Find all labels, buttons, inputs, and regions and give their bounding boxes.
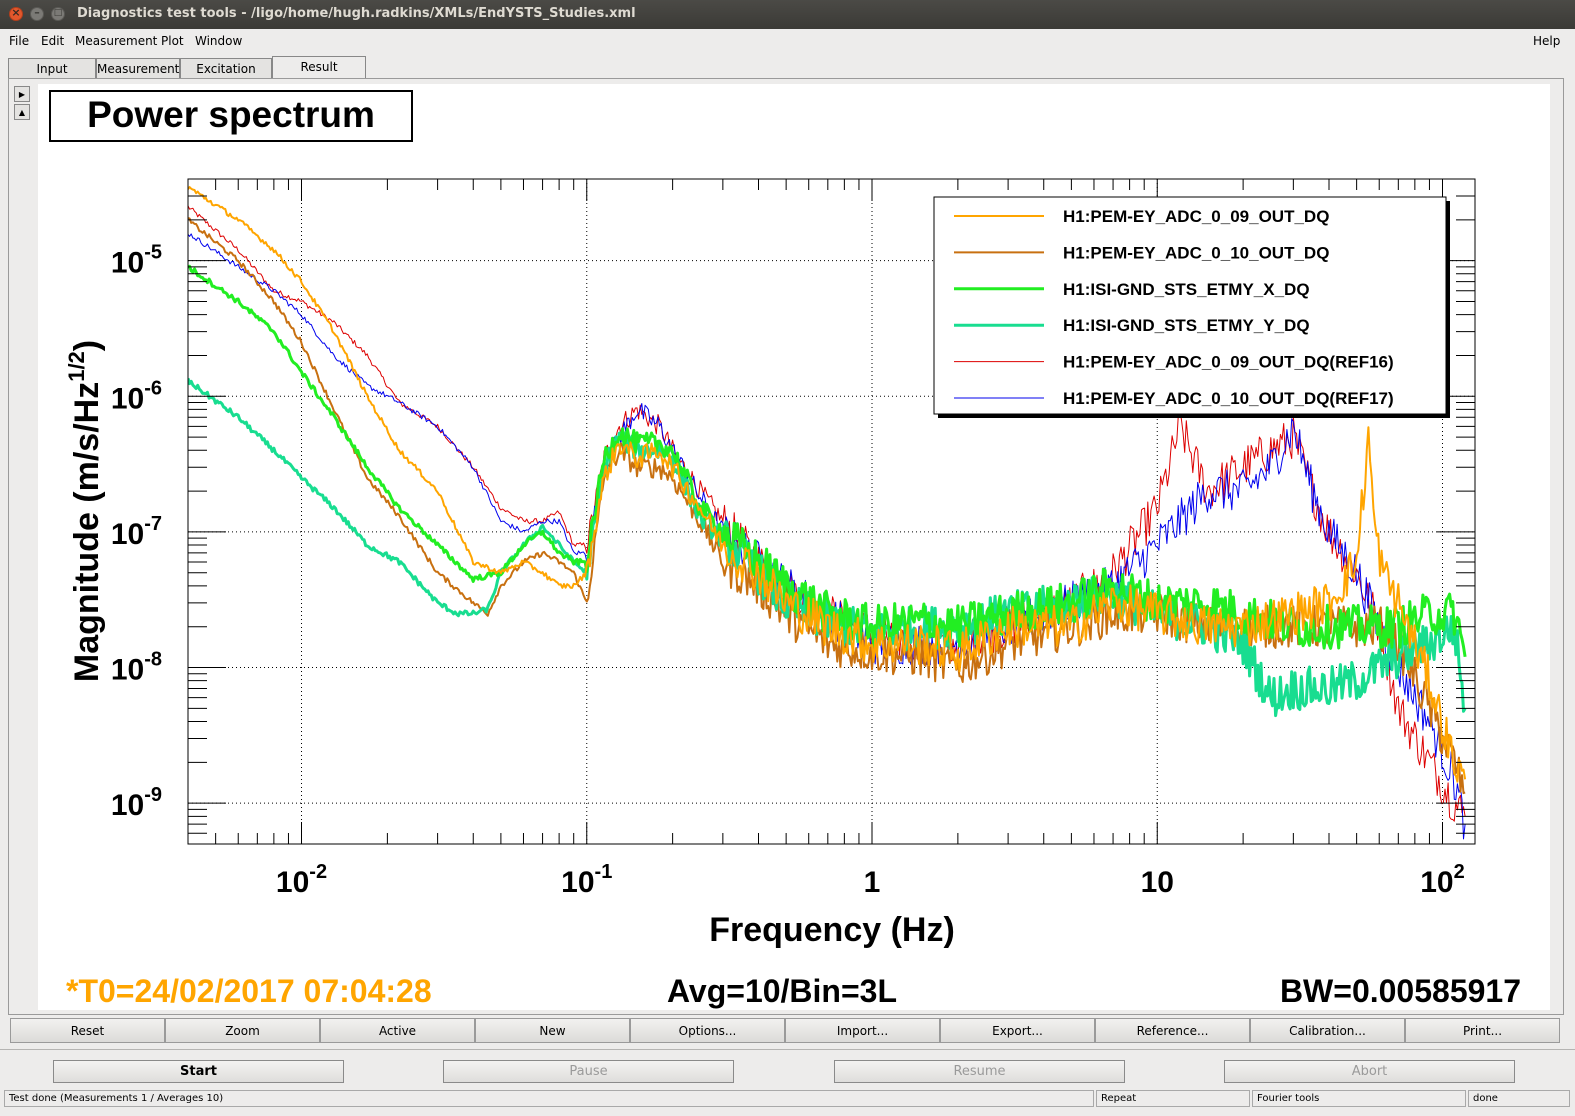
y-tick-label: 10-9	[111, 784, 162, 822]
collapse-up-button[interactable]: ▲	[14, 104, 30, 120]
menu-measurement[interactable]: Measurement	[75, 34, 158, 48]
calibration-button[interactable]: Calibration...	[1250, 1018, 1405, 1043]
export-button[interactable]: Export...	[940, 1018, 1095, 1043]
x-tick-label: 10-1	[561, 861, 612, 899]
tab-measurement[interactable]: Measurement	[96, 58, 180, 78]
status-mode: Repeat	[1096, 1090, 1250, 1107]
plot-button-row: Reset Zoom Active New Options... Import.…	[10, 1018, 1560, 1044]
plot-canvas[interactable]: Power spectrum 10-2 10-1 1 10 102 10-9 10-8 10-…	[38, 84, 1550, 1010]
y-tick-label: 10-6	[111, 377, 162, 415]
window-maximize-button[interactable]: □	[51, 7, 65, 21]
menu-window[interactable]: Window	[195, 34, 243, 48]
plot-title-box	[49, 90, 413, 142]
window-close-button[interactable]: ×	[9, 6, 23, 21]
resume-button[interactable]: Resume	[834, 1060, 1125, 1083]
expand-right-button[interactable]: ▶	[14, 86, 30, 102]
active-button[interactable]: Active	[320, 1018, 475, 1043]
import-button[interactable]: Import...	[785, 1018, 940, 1043]
zoom-button[interactable]: Zoom	[165, 1018, 320, 1043]
series-line	[188, 186, 1467, 783]
y-axis-label: Magnitude (m/s/Hz1/2)	[64, 340, 106, 682]
pause-button[interactable]: Pause	[443, 1060, 734, 1083]
x-tick-label: 102	[1420, 861, 1465, 899]
status-message: Test done (Measurements 1 / Averages 10)	[4, 1090, 1094, 1107]
y-tick-label: 10-7	[111, 513, 162, 551]
start-button[interactable]: Start	[53, 1060, 344, 1083]
menu-edit[interactable]: Edit	[41, 34, 65, 48]
tab-excitation[interactable]: Excitation	[180, 58, 272, 78]
tab-result[interactable]: Result	[272, 56, 366, 79]
new-button[interactable]: New	[475, 1018, 630, 1043]
legend-entry: H1:PEM-EY_ADC_0_09_OUT_DQ(REF16)	[1063, 353, 1394, 372]
menu-bar: File Edit Measurement Plot Window Help	[0, 29, 1575, 53]
legend-entry: H1:PEM-EY_ADC_0_09_OUT_DQ	[1063, 207, 1329, 226]
t0-label: *T0=24/02/2017 07:04:28	[66, 973, 432, 1009]
result-panel	[8, 78, 1564, 1015]
y-axis-label-group: Magnitude (m/s/Hz1/2)	[64, 340, 106, 682]
y-tick-label: 10-8	[111, 649, 162, 687]
abort-button[interactable]: Abort	[1224, 1060, 1515, 1083]
close-icon: ×	[11, 6, 21, 19]
options-button[interactable]: Options...	[630, 1018, 785, 1043]
window-title: Diagnostics test tools - /ligo/home/hugh…	[77, 6, 636, 21]
menu-file[interactable]: File	[9, 34, 30, 48]
x-tick-label: 10	[1141, 866, 1174, 899]
power-spectrum-chart[interactable]: Power spectrum 10-2 10-1 1 10 102 10-9 10-8 10-…	[38, 84, 1550, 1010]
reference-button[interactable]: Reference...	[1095, 1018, 1250, 1043]
plot-title: Power spectrum	[87, 94, 375, 135]
x-tick-label: 10-2	[276, 861, 327, 899]
minimize-icon: –	[34, 6, 40, 19]
x-axis-label: Frequency (Hz)	[709, 911, 955, 949]
y-tick-label: 10-5	[111, 242, 162, 280]
triangle-right-icon: ▶	[18, 90, 26, 99]
series-line	[188, 377, 1467, 718]
legend-box	[933, 196, 1447, 415]
print-button[interactable]: Print...	[1405, 1018, 1560, 1043]
avg-label: Avg=10/Bin=3L	[667, 973, 897, 1009]
triangle-up-icon: ▲	[18, 108, 26, 117]
legend-entry: H1:PEM-EY_ADC_0_10_OUT_DQ	[1063, 243, 1329, 262]
menu-plot[interactable]: Plot	[161, 34, 184, 48]
status-state: done	[1468, 1090, 1570, 1107]
tab-input[interactable]: Input	[8, 58, 96, 78]
window-titlebar: × – □ Diagnostics test tools - /ligo/hom…	[0, 0, 1575, 29]
reset-button[interactable]: Reset	[10, 1018, 165, 1043]
status-bar: Test done (Measurements 1 / Averages 10)…	[0, 1090, 1575, 1112]
plot-frame	[187, 178, 1476, 845]
legend-entry: H1:ISI-GND_STS_ETMY_X_DQ	[1063, 280, 1310, 299]
x-tick-label: 1	[864, 866, 881, 899]
legend-entry: H1:PEM-EY_ADC_0_10_OUT_DQ(REF17)	[1063, 389, 1394, 408]
status-tools: Fourier tools	[1252, 1090, 1466, 1107]
bw-label: BW=0.00585917	[1280, 973, 1521, 1009]
run-control-row: Start Pause Resume Abort	[0, 1049, 1575, 1090]
menu-help[interactable]: Help	[1533, 34, 1561, 48]
maximize-icon: □	[53, 8, 63, 18]
window-minimize-button[interactable]: –	[30, 6, 44, 21]
series-line	[188, 217, 1466, 795]
legend-entry: H1:ISI-GND_STS_ETMY_Y_DQ	[1063, 316, 1310, 335]
